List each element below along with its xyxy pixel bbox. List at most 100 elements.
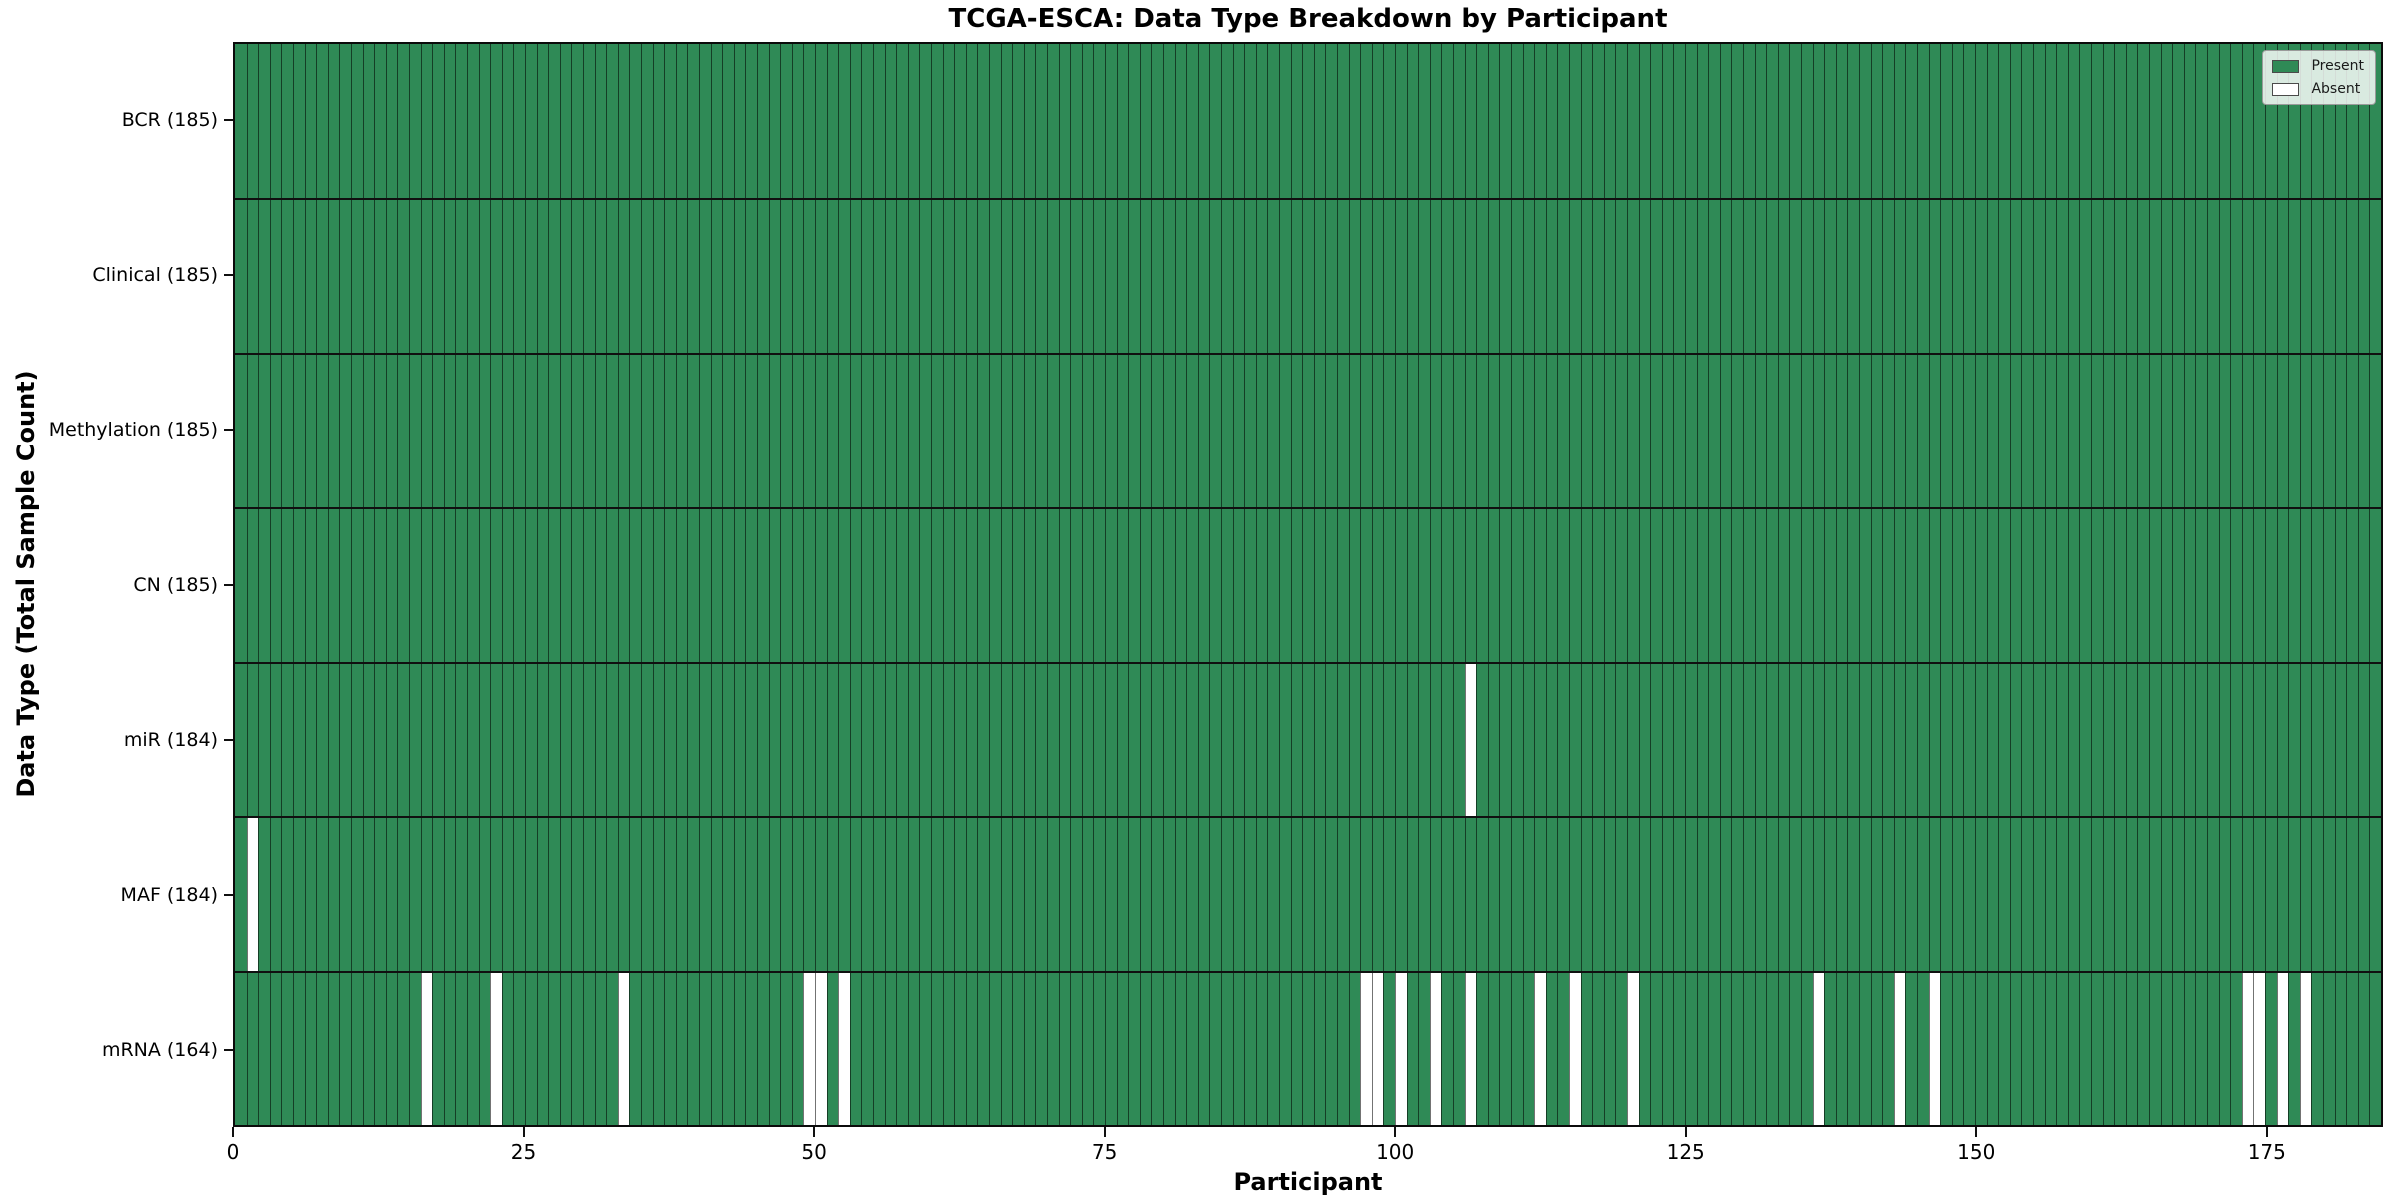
cell-MAF-p24	[513, 818, 525, 971]
cell-CN-p84	[1209, 509, 1221, 662]
cell-Clinical-p148	[1951, 200, 1964, 353]
cell-BCR-p111	[1522, 44, 1535, 199]
cell-Methylation-p117	[1592, 354, 1604, 508]
cell-Clinical-p160	[2091, 200, 2103, 353]
cell-Methylation-p145	[1917, 354, 1929, 508]
cell-CN-p111	[1522, 509, 1535, 662]
cell-mRNA-p76	[1116, 972, 1129, 1125]
cell-Methylation-p83	[1197, 354, 1210, 508]
cell-Methylation-p181	[2334, 354, 2347, 508]
cell-mRNA-p181	[2334, 972, 2347, 1125]
cell-Clinical-p106	[1464, 200, 1477, 353]
cell-CN-p28	[559, 509, 572, 662]
y-tick-mark-mRNA	[224, 1048, 233, 1051]
cell-CN-p14	[397, 509, 409, 662]
cell-miR-p127	[1708, 663, 1720, 817]
y-tick-mark-BCR	[224, 118, 233, 121]
cell-BCR-p54	[861, 44, 873, 199]
cell-MAF-p143	[1893, 818, 1906, 971]
cell-mRNA-p118	[1603, 972, 1616, 1125]
cell-Methylation-p16	[420, 354, 433, 508]
legend: Present Absent	[2262, 50, 2376, 105]
cell-CN-p73	[1081, 509, 1094, 662]
cell-Methylation-p5	[293, 354, 305, 508]
cell-Clinical-p124	[1673, 200, 1685, 353]
cell-mRNA-p84	[1209, 972, 1221, 1125]
cell-miR-p110	[1511, 663, 1523, 817]
cell-MAF-p135	[1801, 818, 1813, 971]
cell-miR-p103	[1429, 663, 1442, 817]
cell-MAF-p45	[757, 818, 769, 971]
cell-CN-p166	[2160, 509, 2173, 662]
cell-Methylation-p27	[548, 354, 560, 508]
cell-miR-p183	[2357, 663, 2370, 817]
cell-Methylation-p82	[1186, 354, 1198, 508]
cell-Methylation-p31	[594, 354, 607, 508]
cell-MAF-p142	[1882, 818, 1894, 971]
cell-BCR-p33	[617, 44, 630, 199]
cell-miR-p119	[1615, 663, 1627, 817]
cell-BCR-p140	[1859, 44, 1871, 199]
cell-Methylation-p147	[1940, 354, 1952, 508]
cell-Methylation-p79	[1151, 354, 1163, 508]
cell-miR-p13	[385, 663, 398, 817]
cell-MAF-p9	[339, 818, 351, 971]
cell-mRNA-p31	[594, 972, 607, 1125]
cell-Methylation-p179	[2311, 354, 2323, 508]
cell-Methylation-p113	[1545, 354, 1558, 508]
cell-mRNA-p85	[1221, 972, 1233, 1125]
cell-BCR-p109	[1499, 44, 1511, 199]
cell-miR-p36	[652, 663, 665, 817]
y-tick-label-miR: miR (184)	[123, 728, 218, 751]
cell-MAF-p28	[559, 818, 572, 971]
cell-CN-p116	[1580, 509, 1593, 662]
cell-BCR-p31	[594, 44, 607, 199]
cell-Methylation-p35	[641, 354, 653, 508]
cell-Clinical-p67	[1012, 200, 1024, 353]
cell-BCR-p135	[1801, 44, 1813, 199]
cell-BCR-p168	[2183, 44, 2196, 199]
cell-miR-p131	[1754, 663, 1767, 817]
cell-Clinical-p141	[1870, 200, 1883, 353]
cell-mRNA-p73	[1081, 972, 1094, 1125]
cell-mRNA-p34	[629, 972, 641, 1125]
cell-Methylation-p0	[235, 354, 247, 508]
cell-mRNA-p96	[1348, 972, 1361, 1125]
cell-mRNA-p27	[548, 972, 560, 1125]
cell-mRNA-p174	[2253, 972, 2265, 1125]
cell-Methylation-p89	[1267, 354, 1279, 508]
cell-Methylation-p178	[2299, 354, 2312, 508]
cell-miR-p170	[2207, 663, 2219, 817]
cell-MAF-p67	[1012, 818, 1024, 971]
cell-MAF-p122	[1650, 818, 1662, 971]
cell-CN-p106	[1464, 509, 1477, 662]
cell-Clinical-p18	[443, 200, 456, 353]
cell-mRNA-p66	[1000, 972, 1013, 1125]
cell-miR-p76	[1116, 663, 1129, 817]
cell-Methylation-p15	[409, 354, 421, 508]
cell-Clinical-p20	[467, 200, 479, 353]
cell-CN-p98	[1371, 509, 1384, 662]
x-tick-label-50: 50	[801, 1140, 827, 1164]
cell-miR-p28	[559, 663, 572, 817]
cell-BCR-p14	[397, 44, 409, 199]
cell-Clinical-p29	[571, 200, 583, 353]
cell-miR-p27	[548, 663, 560, 817]
cell-Clinical-p108	[1487, 200, 1500, 353]
cell-Clinical-p66	[1000, 200, 1013, 353]
cell-mRNA-p82	[1186, 972, 1198, 1125]
cell-BCR-p123	[1661, 44, 1674, 199]
cell-CN-p37	[664, 509, 676, 662]
cell-Clinical-p25	[525, 200, 537, 353]
cell-MAF-p133	[1777, 818, 1790, 971]
cell-Clinical-p100	[1395, 200, 1407, 353]
cell-miR-p35	[641, 663, 653, 817]
cell-CN-p129	[1731, 509, 1743, 662]
cell-BCR-p16	[420, 44, 433, 199]
cell-Clinical-p107	[1476, 200, 1488, 353]
x-tick-mark-150	[1975, 1127, 1978, 1137]
cell-Methylation-p91	[1290, 354, 1303, 508]
cell-CN-p10	[351, 509, 363, 662]
cell-BCR-p146	[1928, 44, 1941, 199]
cell-Clinical-p92	[1302, 200, 1314, 353]
